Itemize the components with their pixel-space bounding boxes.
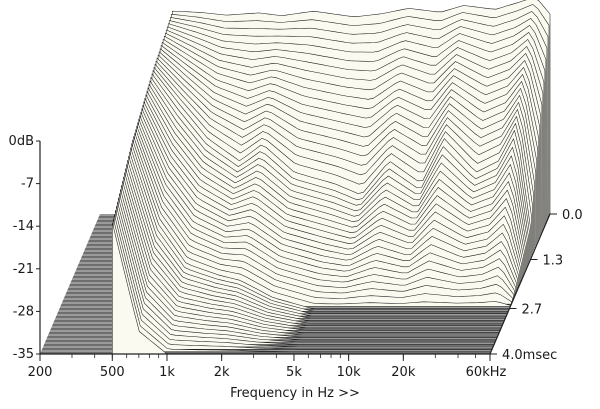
x-tick-label: 1k bbox=[159, 365, 175, 380]
x-axis-title: Frequency in Hz >> bbox=[230, 386, 360, 401]
y-ticks: 0dB -7 -14 -21 -28 -35 bbox=[9, 134, 40, 362]
y-tick-label: -14 bbox=[13, 219, 34, 234]
decay-ribbon bbox=[113, 218, 492, 352]
x-tick-label: 10k bbox=[337, 365, 362, 380]
x-tick-label: 60kHz bbox=[466, 365, 507, 380]
y-tick-label: -21 bbox=[13, 262, 34, 277]
x-tick-label: 2k bbox=[214, 365, 230, 380]
time-tick-label: 1.3 bbox=[543, 254, 564, 269]
y-tick-label: 0dB bbox=[9, 134, 34, 149]
time-tick-label: 0.0 bbox=[562, 208, 583, 223]
y-tick-label: -35 bbox=[13, 347, 34, 362]
y-tick-label: -28 bbox=[13, 304, 34, 319]
time-ticks: 0.0 1.3 2.7 4.0msec bbox=[490, 208, 583, 363]
decay-ribbons bbox=[112, 0, 551, 355]
x-tick-label: 200 bbox=[28, 365, 53, 380]
x-tick-label: 20k bbox=[391, 365, 416, 380]
x-ticks: 200 500 1k 2k 5k 10k 20k 60kHz bbox=[28, 354, 507, 380]
time-tick-label: 2.7 bbox=[522, 303, 543, 318]
time-axis-line bbox=[489, 213, 551, 355]
y-tick-label: -7 bbox=[21, 177, 34, 192]
time-tick-label: 4.0msec bbox=[502, 348, 557, 363]
x-tick-label: 5k bbox=[286, 365, 302, 380]
decay-ribbon bbox=[135, 129, 514, 300]
x-tick-label: 500 bbox=[100, 365, 125, 380]
axes bbox=[39, 141, 551, 355]
